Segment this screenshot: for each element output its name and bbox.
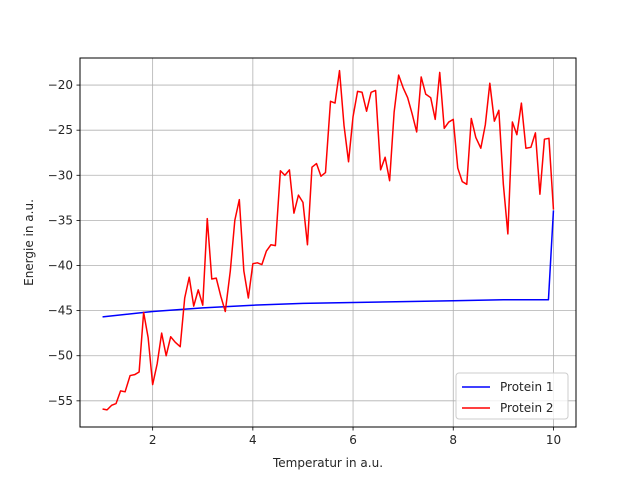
y-tick-label: −50 [48,349,73,363]
series-line-1 [102,210,555,318]
y-tick-label: −40 [48,259,73,273]
y-tick-label: −45 [48,304,73,318]
series-line-2 [102,69,555,411]
x-tick-label: 4 [249,433,257,447]
x-tick-label: 10 [546,433,561,447]
y-tick-label: −20 [48,78,73,92]
y-axis-ticks: −55 −50 −45 −40 −35 −30 −25 −20 [48,78,80,408]
series-lines [102,69,555,411]
x-axis-label: Temperatur in a.u. [272,456,383,470]
x-tick-label: 2 [149,433,157,447]
legend-label-protein-1: Protein 1 [500,380,554,394]
y-tick-label: −30 [48,168,73,182]
y-tick-label: −25 [48,123,73,137]
x-tick-label: 6 [349,433,357,447]
legend: Protein 1 Protein 2 [455,372,569,420]
y-axis-label: Energie in a.u. [22,199,36,286]
y-tick-label: −35 [48,213,73,227]
plot-frame [79,57,577,428]
x-tick-label: 8 [449,433,457,447]
y-tick-label: −55 [48,394,73,408]
grid-lines [80,58,576,427]
legend-label-protein-2: Protein 2 [500,401,554,415]
x-axis-ticks: 2 4 6 8 10 [149,427,561,447]
